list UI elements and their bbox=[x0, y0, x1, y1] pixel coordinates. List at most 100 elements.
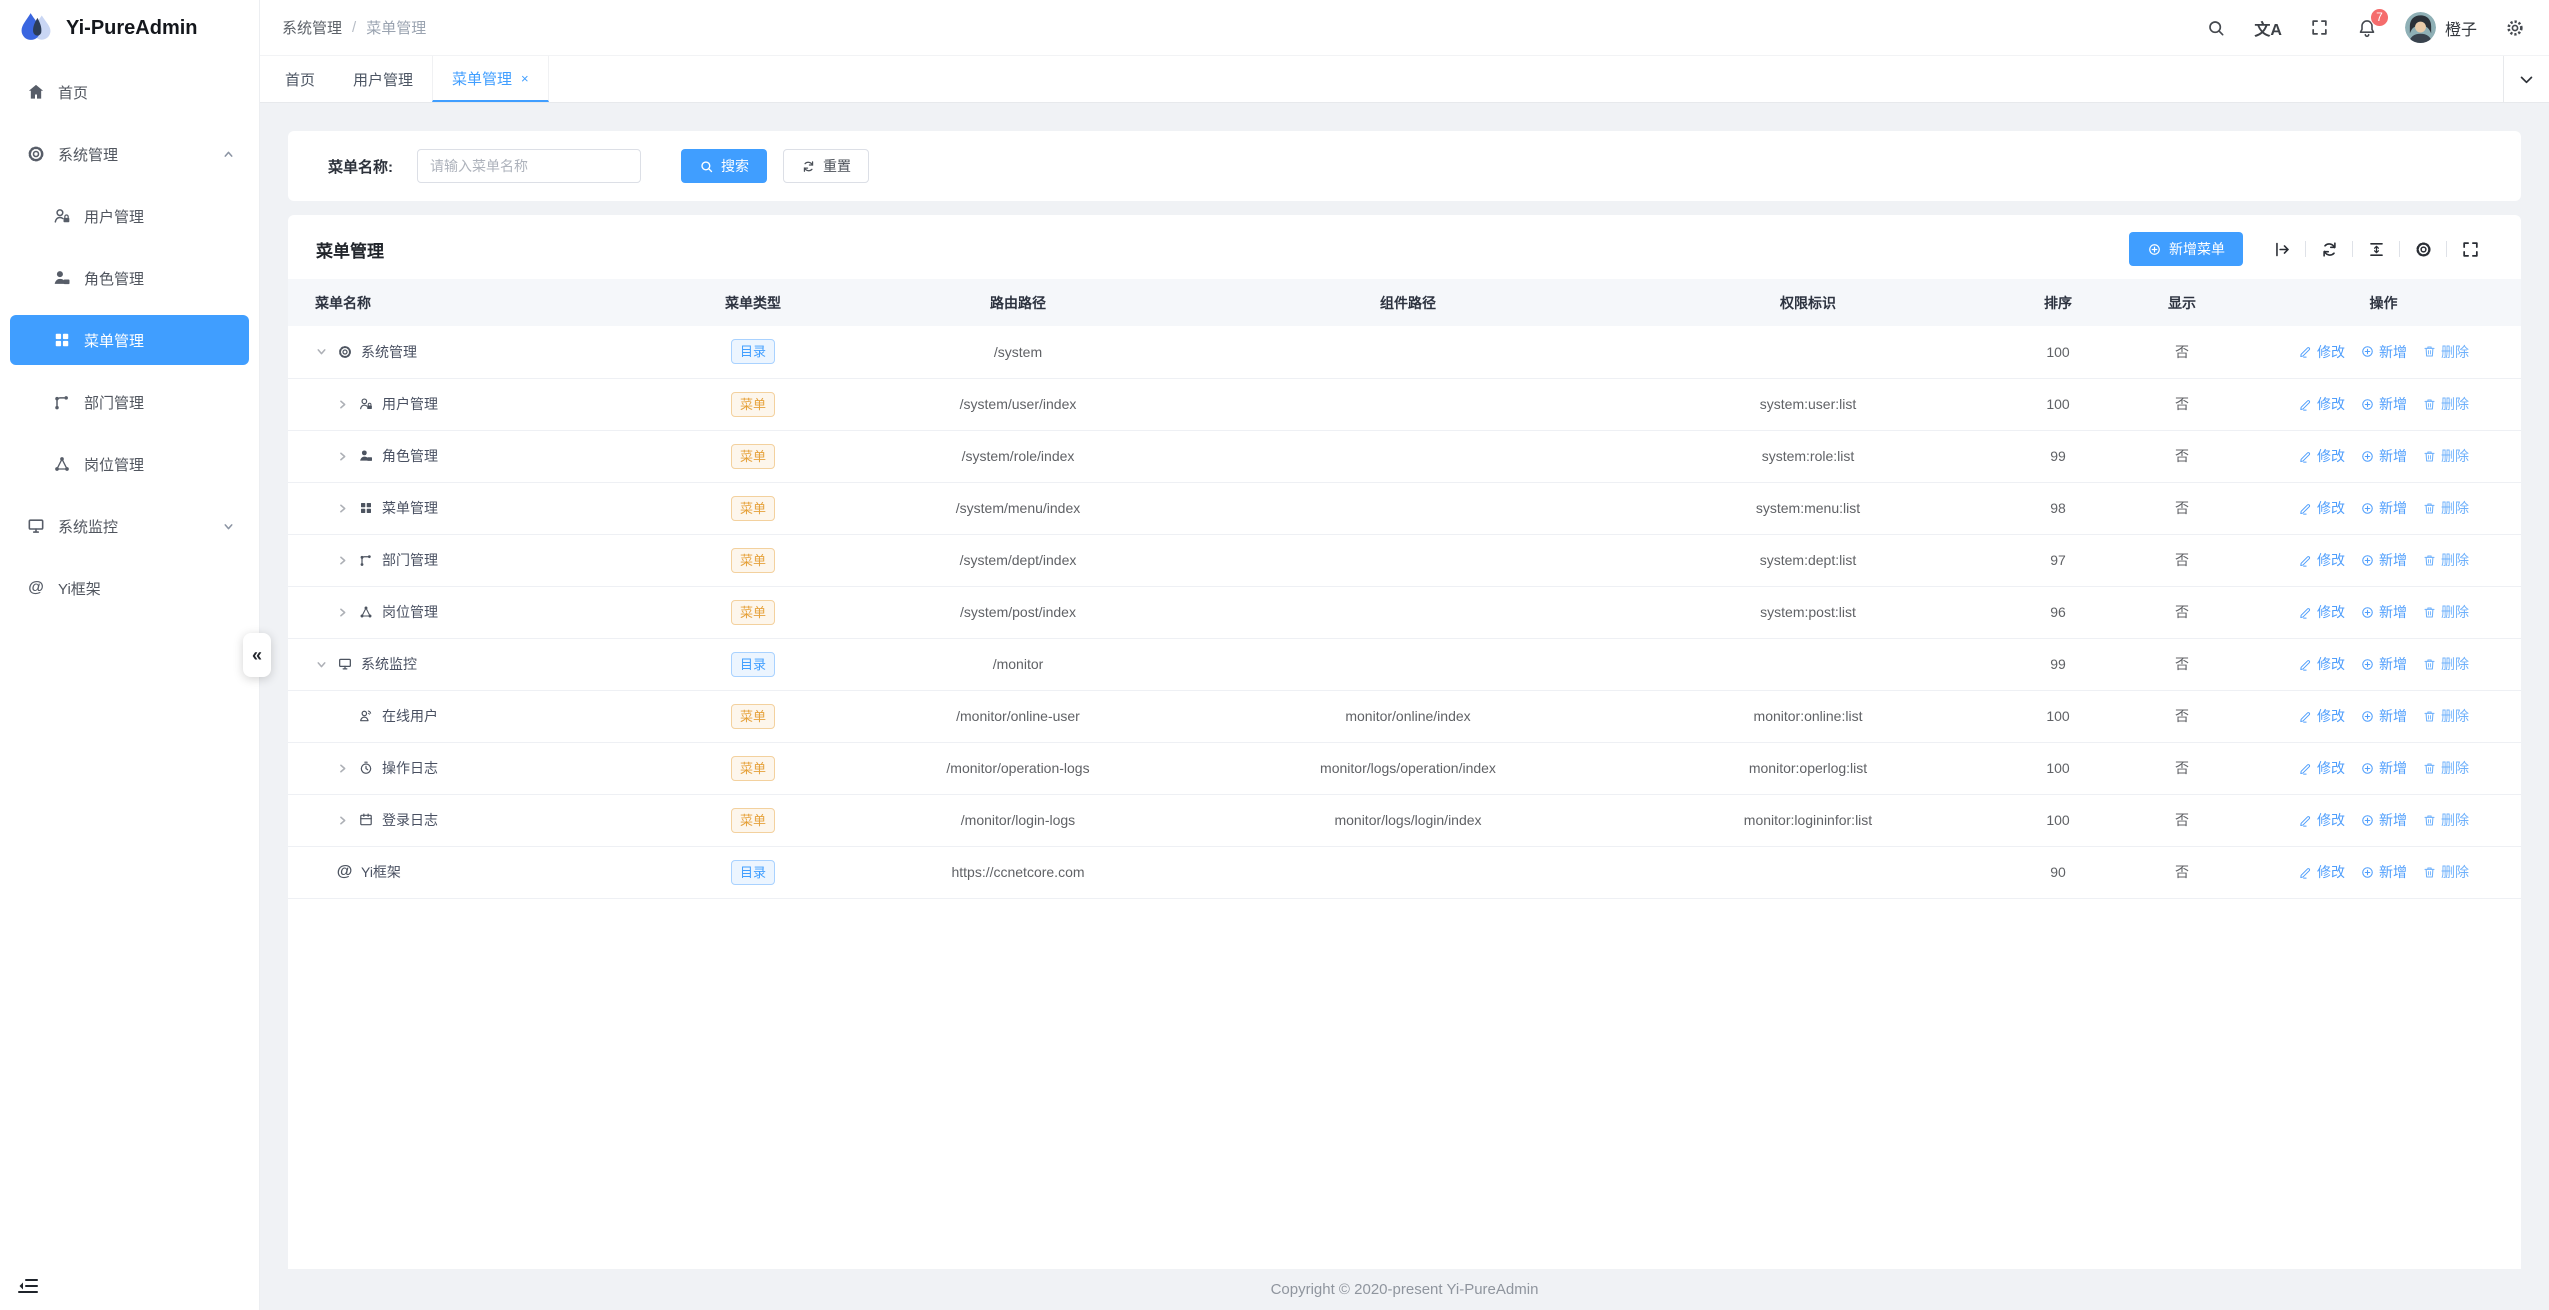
add-menu-button[interactable]: 新增菜单 bbox=[2129, 232, 2243, 266]
delete-action[interactable]: 删除 bbox=[2422, 810, 2469, 830]
notifications-bell-icon[interactable]: 7 bbox=[2357, 7, 2389, 39]
trash-icon bbox=[2422, 657, 2437, 672]
component-path bbox=[1198, 846, 1618, 899]
edit-action[interactable]: 修改 bbox=[2298, 446, 2345, 466]
reset-button[interactable]: 重置 bbox=[783, 149, 869, 183]
edit-action[interactable]: 修改 bbox=[2298, 706, 2345, 726]
visible-value: 否 bbox=[2118, 794, 2246, 847]
sidebar-item-4[interactable]: 角色管理 bbox=[10, 253, 249, 303]
menu-name-cell: 用户管理 bbox=[315, 394, 668, 414]
tab-label: 用户管理 bbox=[353, 71, 414, 89]
translate-icon[interactable]: 文A bbox=[2254, 21, 2282, 39]
row-expand-expand-icon[interactable] bbox=[336, 554, 349, 567]
menu-name-cell: 系统监控 bbox=[315, 654, 668, 674]
delete-action[interactable]: 删除 bbox=[2422, 394, 2469, 414]
edit-action[interactable]: 修改 bbox=[2298, 342, 2345, 362]
add-action[interactable]: 新增 bbox=[2360, 862, 2407, 882]
row-expand-expand-icon[interactable] bbox=[336, 814, 349, 827]
column-header-7: 显示 bbox=[2118, 279, 2246, 326]
search-button[interactable]: 搜索 bbox=[681, 149, 767, 183]
tab-3[interactable]: 菜单管理 × bbox=[432, 56, 549, 102]
add-action[interactable]: 新增 bbox=[2360, 654, 2407, 674]
edit-action[interactable]: 修改 bbox=[2298, 758, 2345, 778]
tab-close-icon[interactable]: × bbox=[521, 70, 529, 86]
menu-type-tag: 目录 bbox=[730, 339, 775, 365]
sidebar-item-5[interactable]: 菜单管理 bbox=[10, 315, 249, 365]
delete-action[interactable]: 删除 bbox=[2422, 654, 2469, 674]
add-action[interactable]: 新增 bbox=[2360, 758, 2407, 778]
add-action[interactable]: 新增 bbox=[2360, 706, 2407, 726]
edit-action[interactable]: 修改 bbox=[2298, 602, 2345, 622]
search-icon[interactable] bbox=[2206, 17, 2226, 39]
row-expand-expand-icon[interactable] bbox=[336, 398, 349, 411]
row-expand-expand-icon[interactable] bbox=[336, 450, 349, 463]
edit-action[interactable]: 修改 bbox=[2298, 550, 2345, 570]
delete-action[interactable]: 删除 bbox=[2422, 602, 2469, 622]
add-action[interactable]: 新增 bbox=[2360, 550, 2407, 570]
edit-action[interactable]: 修改 bbox=[2298, 394, 2345, 414]
delete-action[interactable]: 删除 bbox=[2422, 758, 2469, 778]
column-settings-icon[interactable] bbox=[2413, 239, 2433, 259]
plus-circle-icon bbox=[2360, 761, 2375, 776]
density-icon[interactable] bbox=[2366, 239, 2386, 259]
add-action[interactable]: 新增 bbox=[2360, 446, 2407, 466]
menu-name: 菜单管理 bbox=[382, 500, 438, 516]
sidebar-fold-icon[interactable] bbox=[16, 1274, 40, 1298]
sidebar-collapse-handle[interactable]: « bbox=[243, 633, 271, 677]
route-path: https://ccnetcore.com bbox=[838, 846, 1198, 899]
add-action[interactable]: 新增 bbox=[2360, 602, 2407, 622]
plus-circle-icon bbox=[2360, 657, 2375, 672]
tags-view-bar: 首页 用户管理 菜单管理 × bbox=[260, 56, 2549, 103]
sidebar-item-8[interactable]: 系统监控 bbox=[10, 501, 249, 551]
route-path: /monitor/login-logs bbox=[838, 794, 1198, 847]
row-expand-expand-icon[interactable] bbox=[336, 502, 349, 515]
table-fullscreen-icon[interactable] bbox=[2460, 239, 2480, 259]
sidebar-item-9[interactable]: @ Yi框架 bbox=[10, 563, 249, 613]
breadcrumb-item-system[interactable]: 系统管理 bbox=[282, 20, 343, 37]
delete-action[interactable]: 删除 bbox=[2422, 550, 2469, 570]
sidebar-item-6[interactable]: 部门管理 bbox=[10, 377, 249, 427]
search-button-label: 搜索 bbox=[721, 158, 749, 174]
sort-value: 100 bbox=[1998, 378, 2118, 431]
trash-icon bbox=[2422, 761, 2437, 776]
trash-icon bbox=[2422, 344, 2437, 359]
delete-action[interactable]: 删除 bbox=[2422, 342, 2469, 362]
row-actions: 修改 新增 删除 bbox=[2246, 550, 2521, 570]
settings-gear-icon[interactable] bbox=[2505, 17, 2525, 39]
row-expand-collapse-icon[interactable] bbox=[315, 658, 328, 671]
tab-2[interactable]: 用户管理 bbox=[334, 56, 432, 102]
sidebar-item-7[interactable]: 岗位管理 bbox=[10, 439, 249, 489]
expand-row-icon[interactable] bbox=[2272, 239, 2292, 259]
permission-key: system:menu:list bbox=[1618, 482, 1998, 535]
tabs-more-chevron-icon[interactable] bbox=[2503, 56, 2549, 102]
add-action[interactable]: 新增 bbox=[2360, 394, 2407, 414]
row-expand-collapse-icon[interactable] bbox=[315, 345, 328, 358]
edit-icon bbox=[2298, 344, 2313, 359]
sidebar-item-1[interactable]: 首页 bbox=[10, 67, 249, 117]
edit-action[interactable]: 修改 bbox=[2298, 862, 2345, 882]
refresh-icon[interactable] bbox=[2319, 239, 2339, 259]
add-action[interactable]: 新增 bbox=[2360, 498, 2407, 518]
delete-action[interactable]: 删除 bbox=[2422, 446, 2469, 466]
menu-name-input[interactable] bbox=[417, 149, 641, 183]
delete-action[interactable]: 删除 bbox=[2422, 706, 2469, 726]
app-logo[interactable]: Yi-PureAdmin bbox=[0, 0, 259, 57]
edit-action[interactable]: 修改 bbox=[2298, 654, 2345, 674]
add-action[interactable]: 新增 bbox=[2360, 342, 2407, 362]
edit-action[interactable]: 修改 bbox=[2298, 498, 2345, 518]
fullscreen-icon[interactable] bbox=[2310, 17, 2329, 39]
edit-action[interactable]: 修改 bbox=[2298, 810, 2345, 830]
row-expand-expand-icon[interactable] bbox=[336, 606, 349, 619]
delete-action[interactable]: 删除 bbox=[2422, 862, 2469, 882]
toolbar-divider bbox=[2446, 241, 2447, 257]
sidebar-item-3[interactable]: 用户管理 bbox=[10, 191, 249, 241]
row-expand-expand-icon[interactable] bbox=[336, 762, 349, 775]
sidebar-item-2[interactable]: 系统管理 bbox=[10, 129, 249, 179]
column-header-8: 操作 bbox=[2246, 279, 2521, 326]
add-action[interactable]: 新增 bbox=[2360, 810, 2407, 830]
delete-action[interactable]: 删除 bbox=[2422, 498, 2469, 518]
table-row: 岗位管理 菜单/system/post/index system:post:list… bbox=[288, 586, 2521, 639]
user-menu[interactable]: 橙子 bbox=[2404, 12, 2477, 43]
tab-1[interactable]: 首页 bbox=[266, 56, 334, 102]
breadcrumb-separator: / bbox=[352, 19, 357, 36]
